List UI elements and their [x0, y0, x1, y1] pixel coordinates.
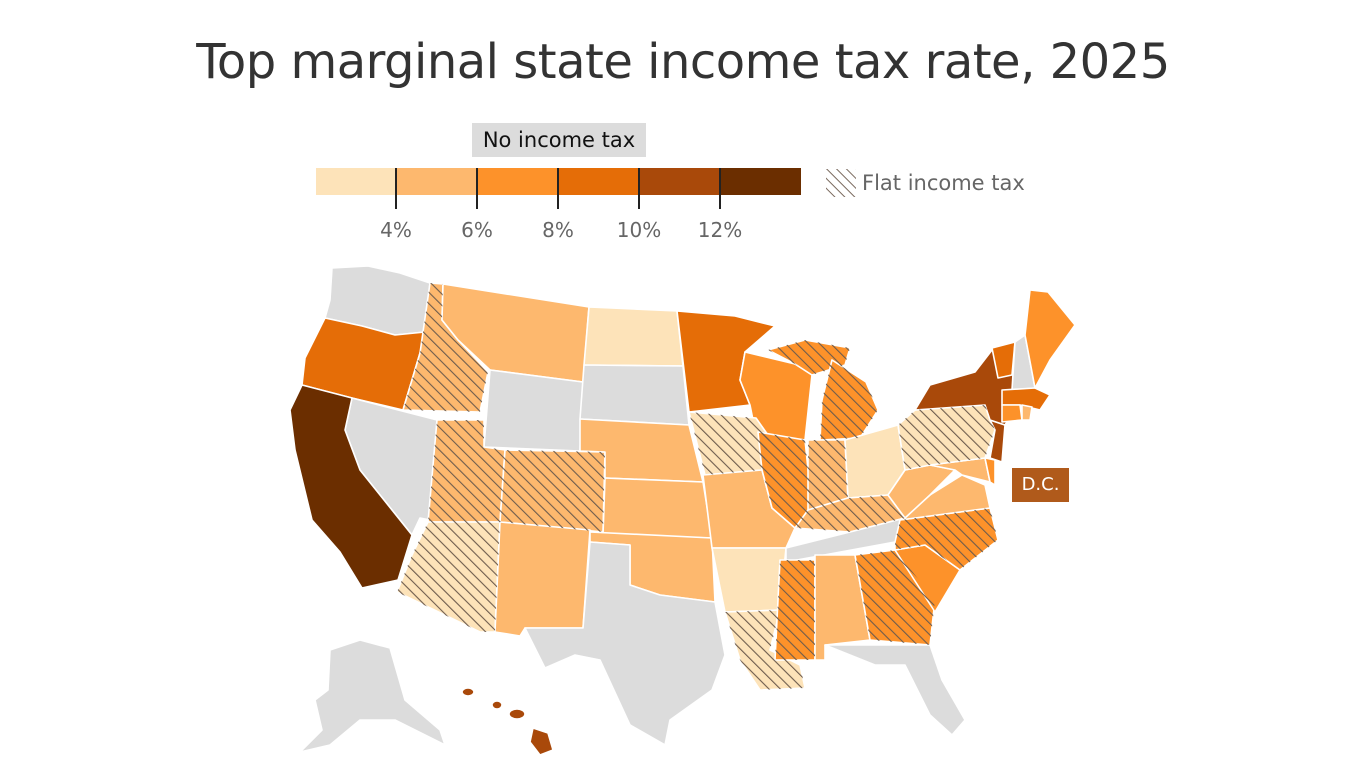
flat-tax-hatching — [397, 283, 998, 690]
state-pennsylvania-hatch — [898, 405, 995, 470]
chart-title: Top marginal state income tax rate, 2025 — [196, 34, 1170, 90]
state-wyoming — [483, 369, 584, 452]
flat-income-tax-legend: Flat income tax — [826, 169, 1025, 197]
state-north-dakota — [583, 306, 684, 367]
flat-income-tax-label: Flat income tax — [862, 171, 1025, 195]
state-maine — [1024, 289, 1076, 389]
state-kentucky-hatch — [795, 495, 905, 532]
state-hawaii-maui — [508, 708, 526, 720]
scale-tick-label: 6% — [461, 218, 493, 242]
state-new-mexico — [494, 521, 591, 637]
scale-tick-label: 8% — [542, 218, 574, 242]
scale-tick-10 — [638, 168, 640, 209]
bin-swatch-4 — [558, 168, 639, 195]
state-kansas — [602, 477, 713, 539]
state-iowa-hatch — [689, 412, 770, 475]
scale-tick-4 — [395, 168, 397, 209]
bin-swatch-5 — [639, 168, 720, 195]
scale-tick-12 — [719, 168, 721, 209]
state-arizona-hatch — [397, 522, 500, 632]
scale-tick-8 — [557, 168, 559, 209]
no-income-tax-legend: No income tax — [472, 123, 646, 157]
state-louisiana-hatch — [725, 610, 805, 690]
state-hawaii-oahu — [491, 700, 503, 710]
dc-label: D.C. — [1012, 468, 1069, 502]
state-utah-hatch — [428, 420, 505, 522]
state-michigan-up-hatch — [768, 340, 850, 375]
state-california — [289, 384, 413, 589]
state-vermont — [991, 341, 1016, 379]
state-south-dakota — [579, 364, 690, 426]
state-florida — [824, 644, 966, 736]
state-georgia-hatch — [855, 550, 935, 645]
state-texas — [524, 541, 726, 746]
bin-swatch-6 — [720, 168, 801, 195]
state-alaska — [299, 639, 446, 753]
state-colorado-hatch — [500, 450, 605, 532]
bin-swatch-1 — [316, 168, 396, 195]
state-arkansas — [711, 547, 787, 613]
state-rhode-island — [1021, 404, 1033, 421]
state-michigan-hatch — [820, 360, 878, 440]
state-hawaii-kauai — [461, 687, 475, 697]
rate-color-scale — [316, 168, 801, 195]
bin-swatch-2 — [396, 168, 477, 195]
scale-tick-label: 10% — [616, 218, 662, 242]
state-connecticut — [1001, 404, 1023, 423]
state-idaho-hatch — [403, 283, 488, 412]
scale-tick-label: 4% — [380, 218, 412, 242]
scale-tick-label: 12% — [697, 218, 743, 242]
scale-tick-6 — [476, 168, 478, 209]
state-hawaii-big-island — [529, 727, 554, 756]
state-north-carolina-hatch — [895, 508, 998, 570]
hatch-pattern-icon — [826, 169, 856, 197]
state-indiana-hatch — [808, 440, 848, 510]
state-mississippi-hatch — [775, 560, 815, 660]
bin-swatch-3 — [477, 168, 558, 195]
state-illinois-hatch — [758, 432, 812, 528]
